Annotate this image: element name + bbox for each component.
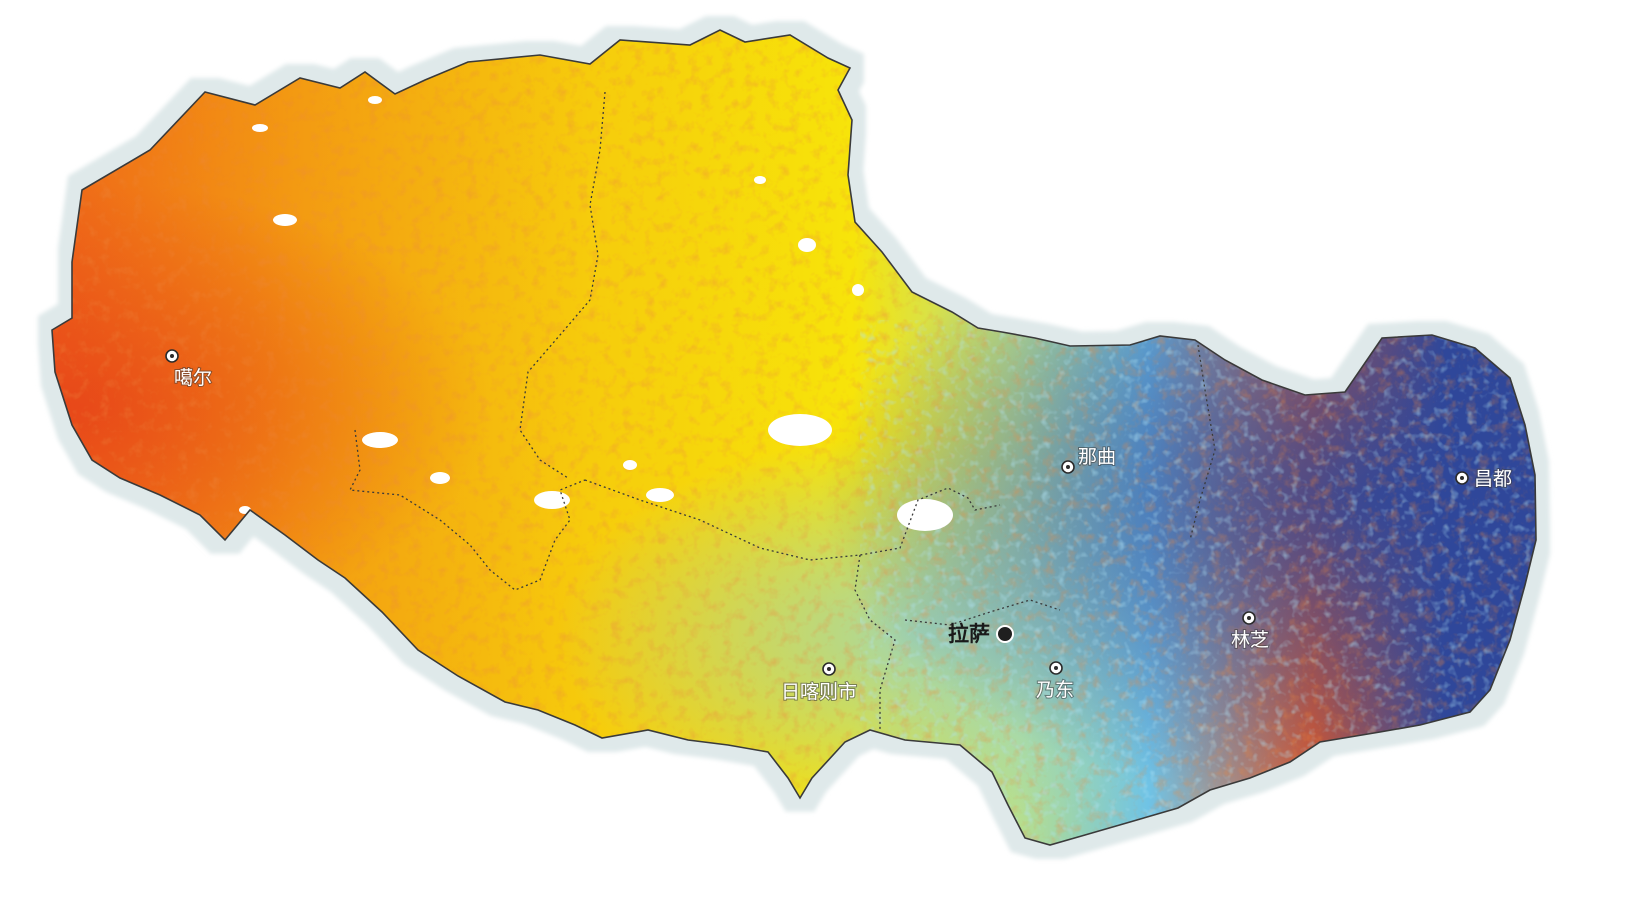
city-label-rikaze: 日喀则市 xyxy=(781,681,857,703)
city-rikaze[interactable]: 日喀则市 xyxy=(780,662,858,704)
capital-label: 拉萨 xyxy=(948,622,990,646)
city-linzhi[interactable]: 林芝 xyxy=(1230,611,1270,652)
city-label-shannan: 乃东 xyxy=(1036,679,1074,701)
boundary-ngari-shigatse xyxy=(348,429,586,591)
city-shannan[interactable]: 乃东 xyxy=(1035,661,1075,702)
city-center-dot xyxy=(1054,666,1058,670)
city-label-linzhi: 林芝 xyxy=(1231,629,1269,651)
city-label-changdu: 昌都 xyxy=(1474,468,1512,490)
city-naqu[interactable]: 那曲 xyxy=(1061,445,1117,474)
boundary-lhasa-nyingchi xyxy=(904,599,1061,626)
city-label-naqu: 那曲 xyxy=(1078,446,1116,468)
city-center-dot xyxy=(1066,465,1070,469)
city-ali[interactable]: 噶尔 xyxy=(165,349,213,390)
capital-lhasa[interactable]: 拉萨 xyxy=(948,622,1014,646)
city-center-dot xyxy=(170,354,174,358)
city-center-dot xyxy=(1460,476,1464,480)
boundary-nagqu-chamdo xyxy=(1189,344,1216,541)
city-changdu[interactable]: 昌都 xyxy=(1455,467,1513,491)
city-center-dot xyxy=(827,667,831,671)
city-label-ali: 噶尔 xyxy=(174,367,212,389)
boundary-shigatse-nagqu xyxy=(584,479,1001,561)
boundary-ngari-nagqu xyxy=(519,91,606,479)
texture-cyan-speckle xyxy=(860,320,1536,845)
capital-dot-icon xyxy=(996,625,1014,643)
prefecture-boundaries xyxy=(348,91,1216,730)
city-center-dot xyxy=(1247,616,1251,620)
city-markers: 噶尔 那曲 昌都 林芝 乃东 日喀则市 拉萨 xyxy=(165,349,1513,704)
lakes xyxy=(239,96,953,531)
